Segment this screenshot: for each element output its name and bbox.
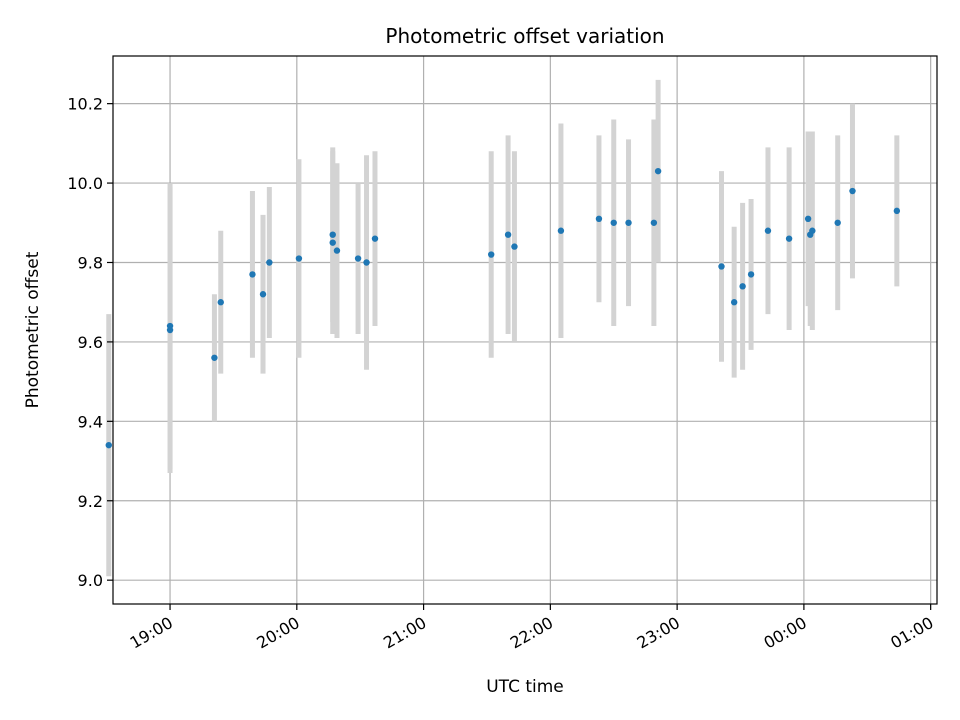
- data-point: [504, 231, 512, 238]
- data-point: [739, 283, 746, 290]
- data-point: [217, 299, 224, 306]
- data-point: [371, 235, 379, 242]
- data-point: [625, 219, 632, 226]
- data-point: [893, 207, 901, 215]
- y-tick-label: 9.0: [78, 571, 103, 590]
- data-point: [764, 227, 772, 234]
- data-point: [487, 251, 495, 258]
- data-point: [650, 219, 658, 226]
- x-axis-label: UTC time: [486, 677, 564, 697]
- data-point: [211, 354, 218, 361]
- data-point: [557, 227, 565, 234]
- y-tick-label: 9.8: [78, 253, 103, 272]
- data-point: [511, 243, 518, 250]
- chart-title: Photometric offset variation: [385, 24, 664, 48]
- data-point: [329, 239, 336, 246]
- data-point: [809, 227, 816, 234]
- data-point: [333, 247, 341, 254]
- data-point: [105, 441, 112, 449]
- data-point: [259, 291, 267, 298]
- data-point: [804, 215, 812, 223]
- data-point: [354, 255, 362, 262]
- y-axis-ticks: 9.0 9.2 9.4 9.6 9.8 10.0 10.2: [67, 95, 113, 590]
- data-points: [105, 167, 901, 449]
- y-tick-label: 9.2: [78, 492, 103, 511]
- data-point: [747, 271, 755, 278]
- y-tick-label: 10.0: [67, 174, 103, 193]
- data-point: [595, 215, 603, 223]
- data-point: [329, 231, 336, 238]
- data-point: [610, 219, 617, 226]
- data-point: [363, 259, 370, 266]
- y-axis-label: Photometric offset: [23, 251, 43, 408]
- data-point: [266, 259, 273, 266]
- data-point: [849, 187, 856, 195]
- data-point: [834, 219, 841, 226]
- data-point: [718, 263, 725, 270]
- y-tick-label: 10.2: [67, 95, 103, 114]
- data-point: [730, 299, 738, 306]
- y-tick-label: 9.4: [78, 412, 103, 431]
- data-point: [249, 271, 256, 278]
- y-tick-label: 9.6: [78, 333, 103, 352]
- data-point: [654, 167, 662, 175]
- data-point: [785, 235, 793, 242]
- data-point: [166, 326, 174, 334]
- data-point: [295, 255, 303, 262]
- plot-area-frame: [112, 55, 938, 605]
